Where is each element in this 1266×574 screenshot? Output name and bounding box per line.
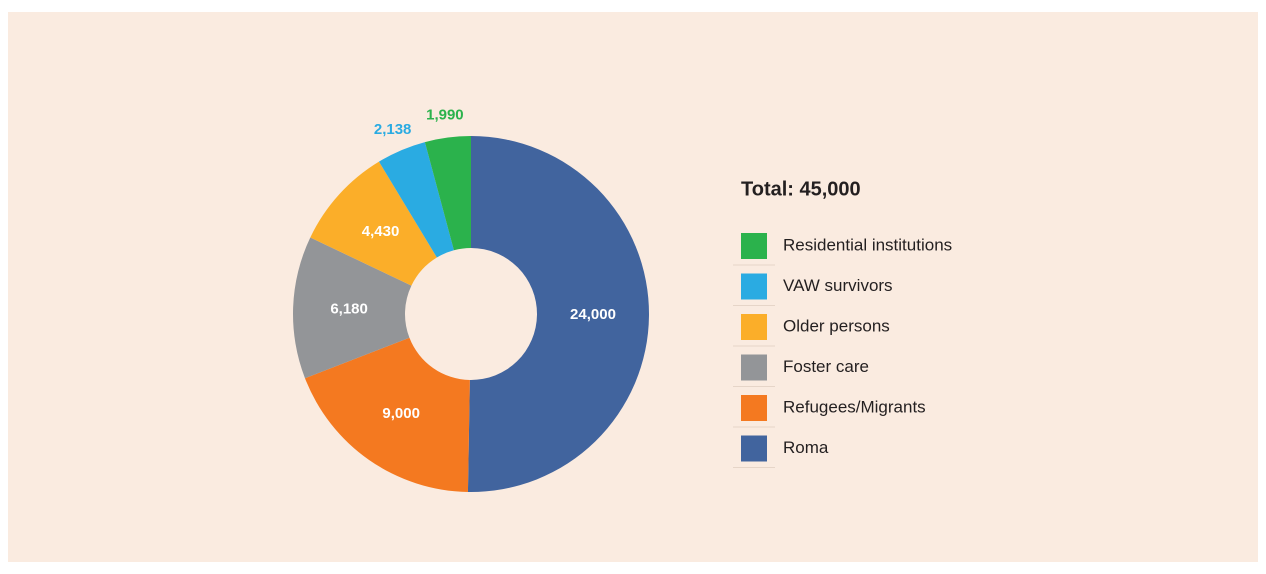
donut-slice bbox=[304, 337, 470, 492]
donut-slice bbox=[310, 161, 437, 286]
value-label: 2,138 bbox=[374, 121, 412, 138]
legend-label: Older persons bbox=[783, 316, 890, 335]
value-label: 4,430 bbox=[362, 223, 400, 240]
donut-slice bbox=[293, 237, 412, 379]
legend-swatch bbox=[741, 314, 767, 340]
legend-label: Foster care bbox=[783, 357, 869, 376]
legend-label: Refugees/Migrants bbox=[783, 397, 926, 416]
donut-slice bbox=[424, 136, 471, 251]
chart-title: Total: 45,000 bbox=[741, 178, 861, 200]
legend-label: VAW survivors bbox=[783, 276, 893, 295]
donut-slice bbox=[467, 136, 650, 493]
value-label: 9,000 bbox=[382, 405, 420, 422]
legend-label: Roma bbox=[783, 438, 829, 457]
legend-swatch bbox=[741, 395, 767, 421]
value-label: 24,000 bbox=[570, 306, 616, 323]
value-label: 6,180 bbox=[330, 300, 368, 317]
legend-label: Residential institutions bbox=[783, 235, 952, 254]
legend-swatch bbox=[741, 233, 767, 259]
value-label: 1,990 bbox=[426, 107, 464, 124]
legend-swatch bbox=[741, 435, 767, 462]
legend-swatch bbox=[741, 354, 767, 381]
legend-swatch bbox=[741, 273, 767, 300]
donut-slice bbox=[378, 142, 454, 258]
